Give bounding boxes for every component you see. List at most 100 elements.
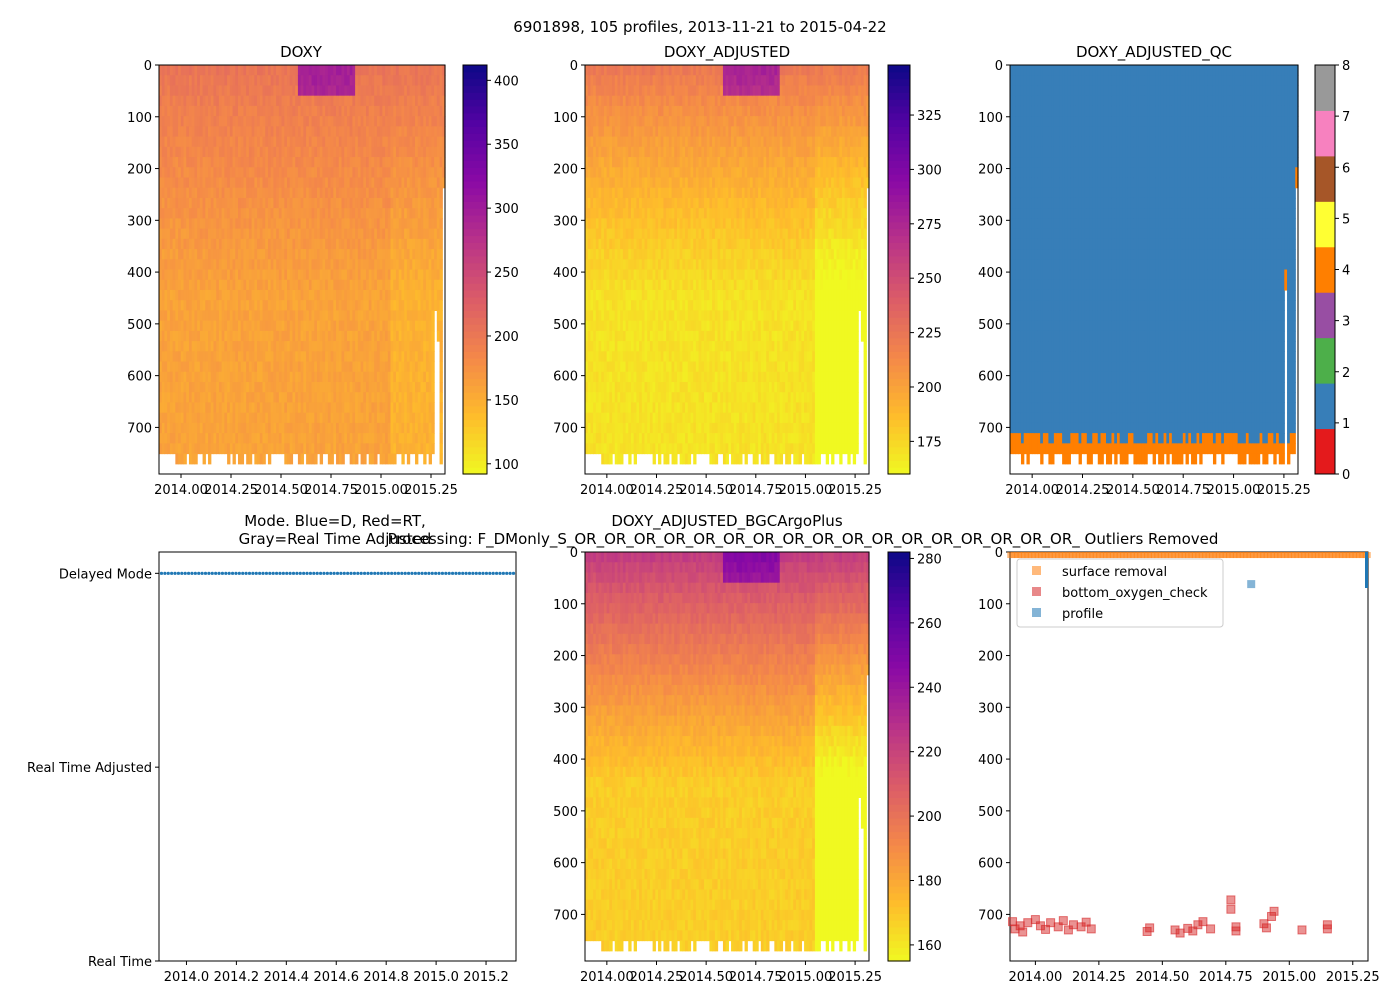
heatmap-cell bbox=[440, 290, 443, 301]
heatmap-cell bbox=[440, 402, 443, 413]
colorbar-segment bbox=[463, 99, 487, 106]
colorbar-segment bbox=[463, 433, 487, 440]
colorbar-segment bbox=[463, 215, 487, 222]
heatmap-cell bbox=[233, 454, 236, 465]
heatmap-cell bbox=[440, 300, 443, 311]
heatmap-cell bbox=[431, 321, 434, 332]
colorbar-segment bbox=[463, 297, 487, 304]
heatmap-cell bbox=[440, 433, 443, 444]
y-tick-label: 300 bbox=[127, 214, 152, 229]
heatmap-cell bbox=[440, 270, 443, 281]
colorbar-tick-label: 100 bbox=[494, 458, 519, 473]
colorbar-segment bbox=[463, 140, 487, 147]
heatmap-cell bbox=[440, 341, 443, 352]
heatmap-cell bbox=[440, 392, 443, 403]
colorbar-segment bbox=[463, 160, 487, 167]
heatmap-cell bbox=[440, 188, 443, 199]
heatmap-cell bbox=[431, 310, 434, 321]
colorbar-segment bbox=[463, 92, 487, 99]
heatmap-cell bbox=[355, 454, 358, 465]
heatmap-cell bbox=[440, 413, 443, 424]
x-tick-label: 2015.00 bbox=[354, 483, 408, 498]
heatmap-cell bbox=[431, 351, 434, 362]
colorbar-segment bbox=[463, 358, 487, 365]
heatmap-cell bbox=[341, 454, 344, 465]
heatmap-cell bbox=[440, 310, 443, 321]
colorbar-tick-label: 400 bbox=[494, 74, 519, 89]
heatmap-cell bbox=[440, 331, 443, 342]
panel-title-doxy-adjusted: DOXY_ADJUSTED bbox=[664, 43, 790, 62]
colorbar-segment bbox=[463, 344, 487, 351]
heatmap-cell bbox=[440, 372, 443, 383]
heatmap-cell bbox=[401, 454, 404, 465]
heatmap-doxy-adjusted: 01002003004005006007002014.002014.252014… bbox=[553, 59, 942, 498]
colorbar-segment bbox=[463, 106, 487, 113]
colorbar-segment bbox=[463, 454, 487, 461]
heatmap-cell bbox=[431, 341, 434, 352]
colorbar-segment bbox=[463, 426, 487, 433]
colorbar-segment bbox=[463, 324, 487, 331]
colorbar-segment bbox=[463, 79, 487, 86]
colorbar-segment bbox=[463, 379, 487, 386]
x-tick-label: 2014.00 bbox=[154, 483, 208, 498]
heatmap-cell bbox=[423, 454, 426, 465]
colorbar-segment bbox=[463, 174, 487, 181]
x-tick-label: 2014.75 bbox=[304, 483, 358, 498]
colorbar-segment bbox=[463, 201, 487, 208]
heatmap-cell bbox=[431, 372, 434, 383]
colorbar-segment bbox=[463, 270, 487, 277]
colorbar-segment bbox=[463, 256, 487, 263]
colorbar-segment bbox=[463, 413, 487, 420]
heatmap-cell bbox=[440, 362, 443, 373]
heatmap-cell bbox=[440, 280, 443, 291]
heatmap-cell bbox=[415, 454, 418, 465]
heatmap-cell bbox=[320, 454, 323, 465]
colorbar-segment bbox=[463, 263, 487, 270]
colorbar-segment bbox=[463, 235, 487, 242]
x-tick-label: 2014.50 bbox=[254, 483, 308, 498]
colorbar-segment bbox=[463, 113, 487, 120]
colorbar-segment bbox=[463, 447, 487, 454]
colorbar-segment bbox=[463, 317, 487, 324]
heatmap-cell bbox=[440, 382, 443, 393]
figure-title: 6901898, 105 profiles, 2013-11-21 to 201… bbox=[513, 18, 886, 36]
colorbar-segment bbox=[463, 440, 487, 447]
heatmap-cell bbox=[440, 229, 443, 240]
heatmap-cell bbox=[609, 454, 612, 465]
heatmap-cell bbox=[634, 454, 637, 465]
colorbar-segment bbox=[463, 133, 487, 140]
heatmap-cell bbox=[374, 454, 377, 465]
heatmap-cell bbox=[440, 218, 443, 229]
heatmap-cell bbox=[241, 454, 244, 465]
colorbar-segment bbox=[463, 385, 487, 392]
colorbar-segment bbox=[463, 460, 487, 467]
colorbar-tick-label: 300 bbox=[494, 202, 519, 217]
x-tick-label: 2015.25 bbox=[404, 483, 458, 498]
heatmap-cell bbox=[268, 454, 271, 465]
colorbar-segment bbox=[463, 290, 487, 297]
heatmap-cell bbox=[431, 443, 434, 454]
colorbar-segment bbox=[463, 338, 487, 345]
heatmap-cell bbox=[363, 454, 366, 465]
colorbar-segment bbox=[463, 126, 487, 133]
colorbar-tick-label: 350 bbox=[494, 138, 519, 153]
y-tick-label: 600 bbox=[127, 370, 152, 385]
heatmap-cell bbox=[431, 423, 434, 434]
colorbar-segment bbox=[463, 222, 487, 229]
colorbar-segment bbox=[463, 188, 487, 195]
colorbar-segment bbox=[463, 331, 487, 338]
heatmap-cell bbox=[440, 423, 443, 434]
colorbar-segment bbox=[463, 65, 487, 72]
colorbar-segment bbox=[463, 310, 487, 317]
heatmap-cell bbox=[301, 454, 304, 465]
heatmap-cell bbox=[440, 198, 443, 209]
heatmap-cell bbox=[431, 362, 434, 373]
colorbar-tick-label: 250 bbox=[494, 266, 519, 281]
colorbar-segment bbox=[463, 276, 487, 283]
y-tick-label: 0 bbox=[144, 59, 152, 74]
colorbar-segment bbox=[463, 283, 487, 290]
heatmap-cell bbox=[203, 454, 206, 465]
colorbar-segment bbox=[463, 406, 487, 413]
x-tick-label: 2014.25 bbox=[204, 483, 258, 498]
colorbar-segment bbox=[463, 419, 487, 426]
